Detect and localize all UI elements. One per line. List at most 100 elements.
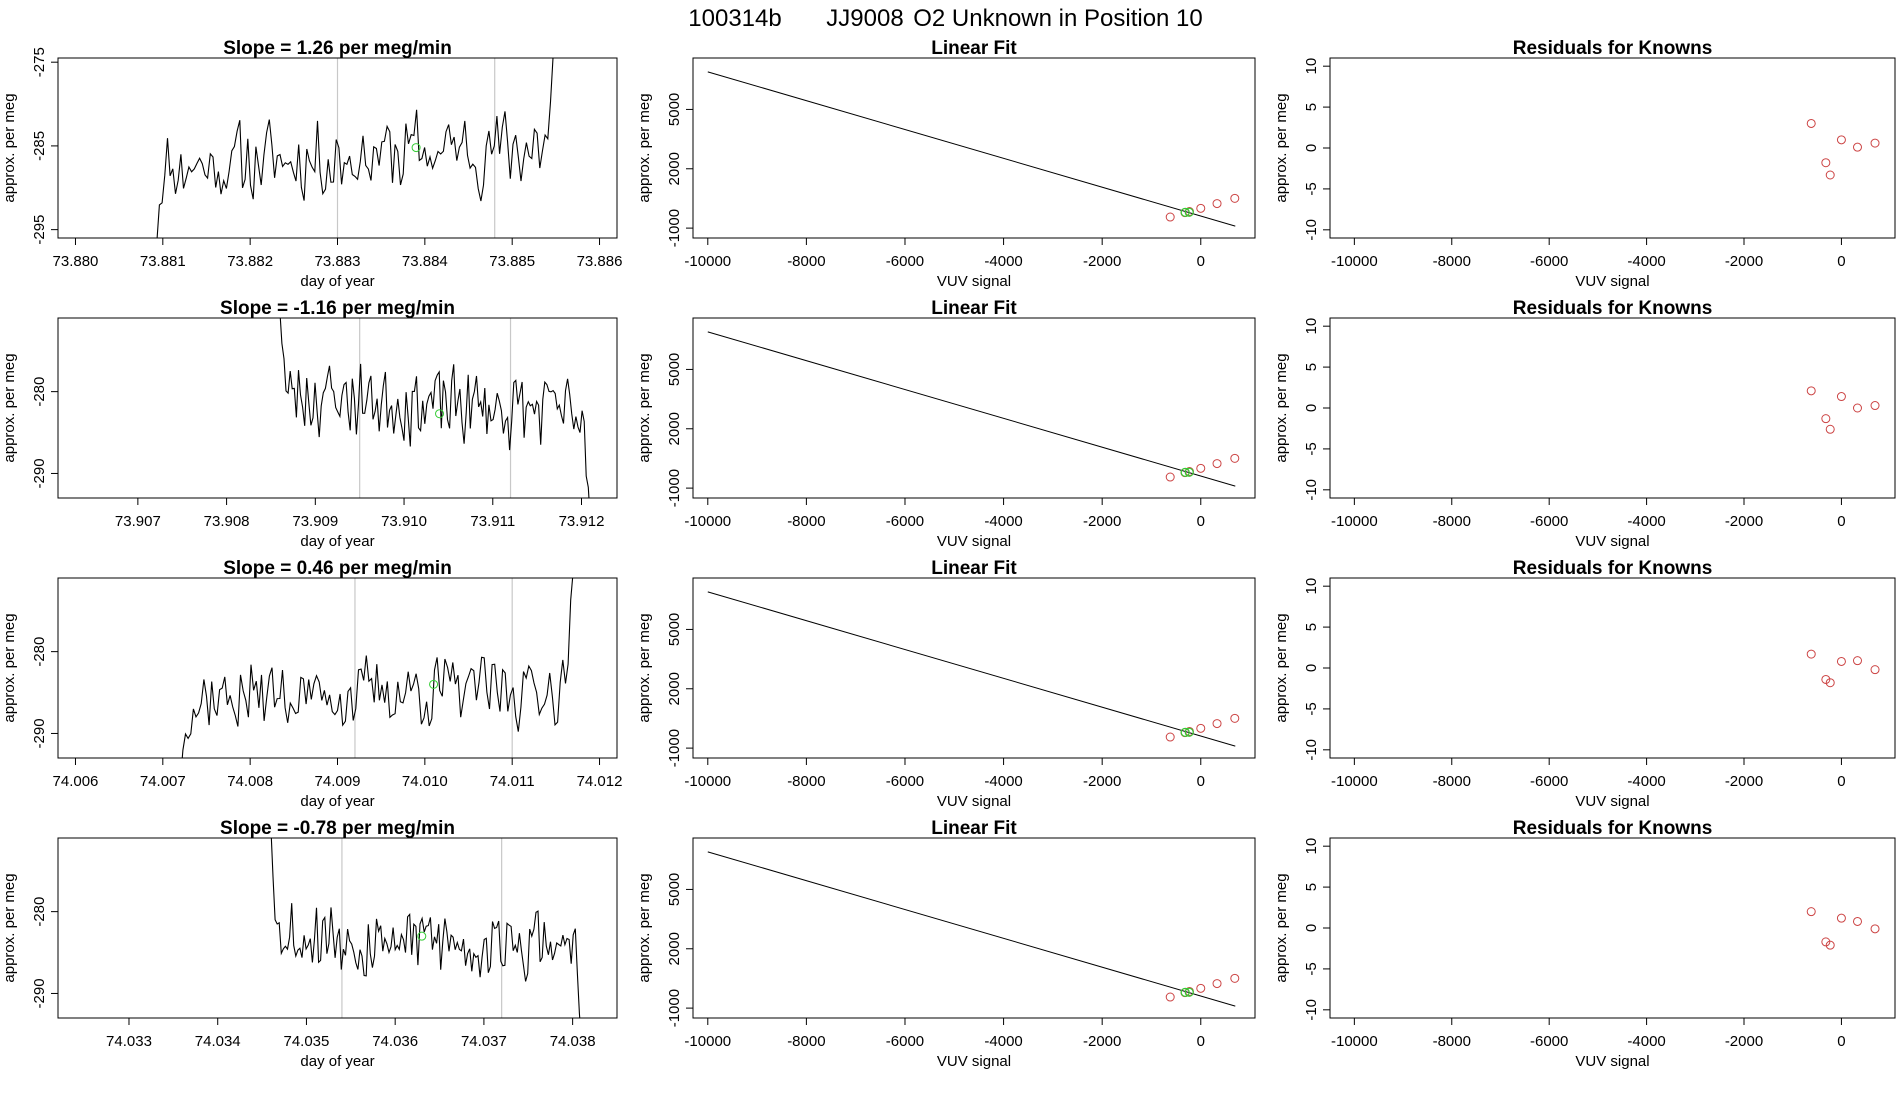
unknown-point <box>1180 207 1190 217</box>
known-standard-point <box>1196 983 1206 993</box>
x-tick-label: 73.909 <box>292 513 338 530</box>
residual-point <box>1870 924 1880 934</box>
x-tick-label: 74.009 <box>315 773 361 790</box>
y-axis-label: approx. per meg <box>636 353 653 462</box>
x-tick-label: -8000 <box>787 253 825 270</box>
plot-content <box>707 331 1240 487</box>
x-tick-label: 73.908 <box>204 513 250 530</box>
x-tick-label: -8000 <box>1433 253 1471 270</box>
x-tick-label: -8000 <box>787 513 825 530</box>
plot-content <box>279 318 590 498</box>
linear-fit-panel-row-3: Linear Fit VUV signal approx. per meg -1000… <box>636 558 1256 810</box>
y-tick-label: -1000 <box>666 209 683 247</box>
y-tick-label: 5 <box>1303 623 1320 631</box>
plot-frame <box>57 57 618 239</box>
panel-title: Slope = 0.46 per meg/min <box>223 558 452 579</box>
residual-point <box>1836 392 1846 402</box>
x-tick-label: 74.034 <box>195 1033 241 1050</box>
plot-frame <box>57 317 618 499</box>
x-tick-label: -10000 <box>684 773 731 790</box>
x-tick-label: -4000 <box>984 513 1022 530</box>
y-tick-label: -290 <box>31 978 48 1008</box>
x-tick-label: -2000 <box>1083 1033 1121 1050</box>
figure-title-tank: JJ9008 <box>826 5 903 32</box>
x-tick-label: 74.035 <box>283 1033 329 1050</box>
fit-line <box>707 331 1236 487</box>
plot-frame <box>57 577 618 759</box>
x-tick-label: -2000 <box>1725 773 1763 790</box>
fit-line <box>707 71 1236 227</box>
residual-point <box>1806 649 1816 659</box>
unknown-point <box>1180 987 1190 997</box>
x-axis-label: day of year <box>300 1053 374 1070</box>
x-tick-label: -6000 <box>1530 253 1568 270</box>
panel-title: Linear Fit <box>931 558 1017 579</box>
panel-title: Slope = -1.16 per meg/min <box>220 298 455 319</box>
residual-point <box>1852 142 1862 152</box>
residual-point <box>1870 665 1880 675</box>
x-tick-label: 74.036 <box>372 1033 418 1050</box>
residual-point <box>1870 138 1880 148</box>
plot-content <box>181 578 574 758</box>
x-tick-label: -2000 <box>1083 253 1121 270</box>
y-tick-label: 5 <box>1303 883 1320 891</box>
time-series-panel-row-3: Slope = 0.46 per meg/min day of year appro… <box>1 558 622 810</box>
y-tick-label: -5 <box>1303 962 1320 975</box>
x-tick-label: -4000 <box>984 773 1022 790</box>
y-tick-label: -275 <box>31 47 48 77</box>
y-tick-label: 0 <box>1303 664 1320 672</box>
signal-trace <box>270 838 581 1018</box>
y-tick-label: -10 <box>1303 999 1320 1021</box>
x-tick-label: 74.007 <box>140 773 186 790</box>
unknown-mean-marker <box>435 409 445 419</box>
x-tick-label: 0 <box>1837 513 1845 530</box>
unknown-point <box>1184 207 1194 217</box>
y-tick-label: 10 <box>1303 58 1320 75</box>
unknown-mean-marker <box>417 931 427 941</box>
x-tick-label: -10000 <box>1331 253 1378 270</box>
y-tick-label: 5 <box>1303 103 1320 111</box>
x-tick-label: -8000 <box>787 1033 825 1050</box>
plot-frame <box>1329 577 1896 759</box>
x-tick-label: 0 <box>1197 253 1205 270</box>
plot-content <box>270 838 581 1018</box>
y-tick-label: -10 <box>1303 739 1320 761</box>
x-tick-label: -6000 <box>1530 513 1568 530</box>
plot-content <box>707 71 1240 227</box>
known-standard-point <box>1230 973 1240 983</box>
plot-content <box>1806 118 1880 180</box>
y-tick-label: -285 <box>31 131 48 161</box>
x-axis-label: VUV signal <box>1575 273 1649 290</box>
y-axis-label: approx. per meg <box>636 613 653 722</box>
x-tick-label: 73.907 <box>115 513 161 530</box>
known-standard-point <box>1196 203 1206 213</box>
panel-title: Linear Fit <box>931 298 1017 319</box>
unknown-point <box>1184 727 1194 737</box>
x-tick-label: -8000 <box>1433 513 1471 530</box>
residual-point <box>1825 424 1835 434</box>
residual-point <box>1806 386 1816 396</box>
x-tick-label: 73.885 <box>489 253 535 270</box>
unknown-mean-marker <box>411 143 421 153</box>
y-tick-label: -290 <box>31 458 48 488</box>
plot-content <box>1806 649 1880 688</box>
plot-frame <box>692 837 1256 1019</box>
figure-title-id: 100314b <box>688 5 781 32</box>
y-tick-label: 10 <box>1303 578 1320 595</box>
y-tick-label: -290 <box>31 718 48 748</box>
y-tick-label: 0 <box>1303 404 1320 412</box>
residuals-panel-row-3: Residuals for Knowns VUV signal approx. pe… <box>1273 558 1896 810</box>
x-tick-label: 74.012 <box>577 773 623 790</box>
x-tick-label: -4000 <box>1627 1033 1665 1050</box>
x-tick-label: 74.006 <box>53 773 99 790</box>
unknown-point <box>1180 467 1190 477</box>
y-tick-label: -10 <box>1303 479 1320 501</box>
x-tick-label: -2000 <box>1083 773 1121 790</box>
x-tick-label: 74.008 <box>227 773 273 790</box>
known-standard-point <box>1165 212 1175 222</box>
panel-title: Residuals for Knowns <box>1513 38 1713 59</box>
y-axis-label: approx. per meg <box>1 93 18 202</box>
x-tick-label: 0 <box>1837 1033 1845 1050</box>
y-tick-label: -280 <box>31 377 48 407</box>
x-axis-label: day of year <box>300 793 374 810</box>
